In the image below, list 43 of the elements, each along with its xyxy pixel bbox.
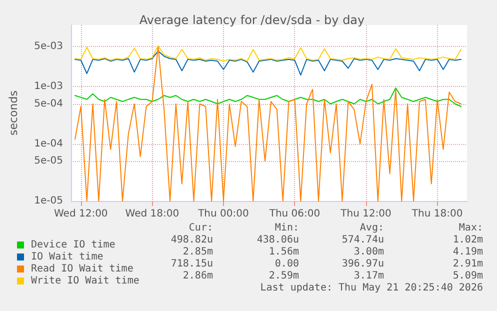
line-series — [74, 45, 462, 62]
chart-title: Average latency for /dev/sda - by day — [139, 13, 365, 27]
y-tick-label: 1e-04 — [34, 138, 63, 150]
text: 2.85m — [182, 246, 213, 258]
text: 3.00m — [354, 246, 384, 258]
text: Avg: — [360, 222, 384, 234]
y-tick-label: 5e-04 — [34, 98, 63, 110]
text: 498.82u — [170, 234, 213, 246]
legend-label: Write IO Wait time — [31, 276, 140, 286]
text: 718.15u — [170, 258, 213, 270]
text: 3.17m — [354, 270, 384, 282]
x-tick-label: Thu 12:00 — [340, 208, 392, 220]
line-series — [74, 50, 462, 76]
text: 1.02m — [452, 234, 483, 246]
text: 2.91m — [452, 258, 483, 270]
legend-label: IO Wait time — [31, 252, 104, 262]
y-tick-label: 5e-05 — [34, 156, 63, 167]
x-tick-label: Thu 06:00 — [268, 208, 320, 220]
text: Max: — [458, 222, 483, 234]
text: 2.86m — [182, 270, 213, 282]
text: 2.59m — [268, 270, 299, 282]
x-tick-label: Thu 00:00 — [197, 208, 249, 220]
text: 438.06u — [256, 234, 299, 246]
text: 1.56m — [268, 246, 299, 258]
text: Cur: — [188, 222, 213, 234]
y-axis-title: seconds — [7, 90, 20, 136]
text: 396.97u — [342, 258, 384, 270]
line-series — [74, 46, 462, 202]
text: Min: — [274, 222, 299, 234]
text: 0.00 — [274, 258, 299, 270]
y-tick-label: 5e-03 — [34, 41, 63, 52]
y-tick-label: 1e-05 — [34, 196, 63, 206]
legend-label: Read IO Wait time — [31, 264, 134, 274]
text: 5.09m — [452, 270, 483, 282]
x-tick-label: Thu 18:00 — [410, 208, 463, 220]
x-tick-label: Wed 18:00 — [125, 208, 180, 220]
x-tick-label: Wed 12:00 — [54, 208, 108, 220]
legend-label: Device IO time — [31, 240, 116, 250]
text: 4.19m — [452, 246, 483, 258]
line-series — [74, 87, 462, 108]
y-tick-label: 1e-03 — [34, 81, 63, 92]
text: 574.74u — [342, 234, 384, 246]
text: Last update: Thu May 21 20:25:40 2026 — [260, 282, 483, 294]
